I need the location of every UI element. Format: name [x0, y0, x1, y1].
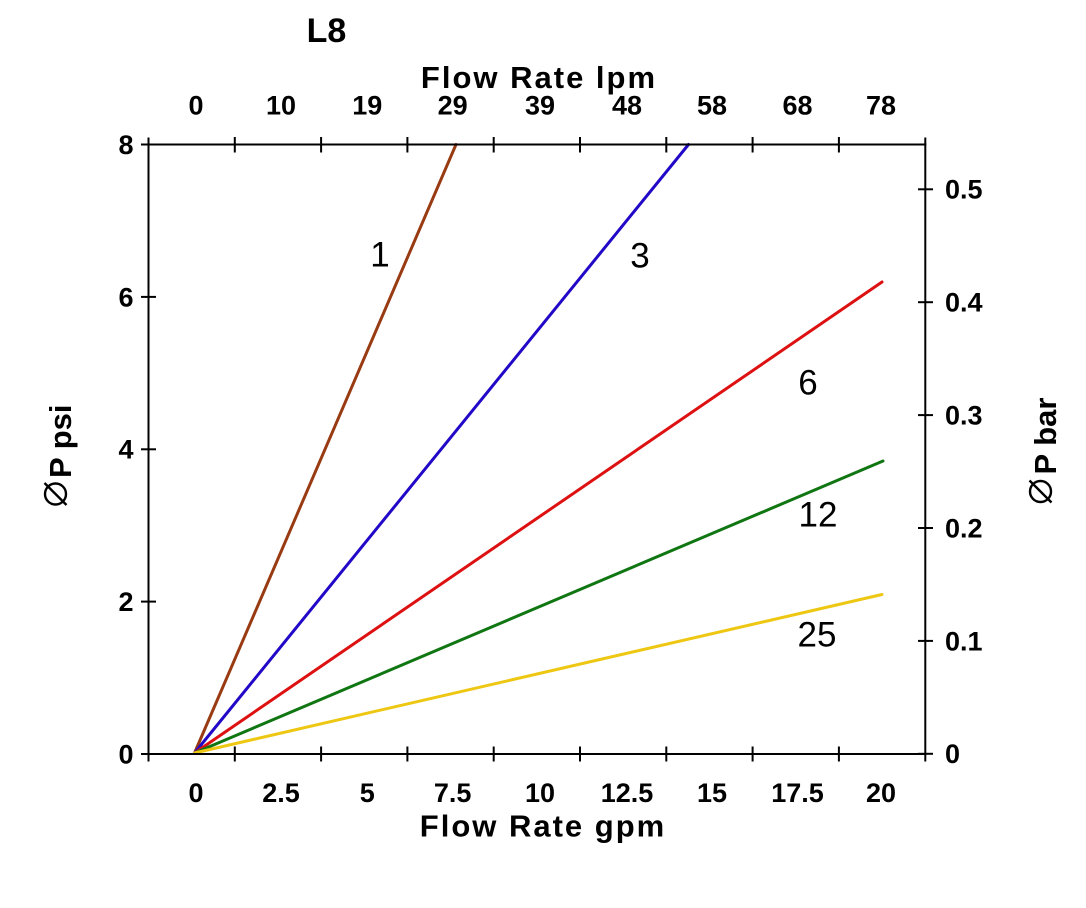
svg-text:3: 3: [630, 237, 649, 276]
svg-text:7.5: 7.5: [434, 778, 472, 808]
svg-text:39: 39: [525, 90, 555, 120]
svg-text:2.5: 2.5: [262, 778, 300, 808]
svg-text:17.5: 17.5: [771, 778, 824, 808]
svg-text:12: 12: [799, 496, 838, 535]
svg-text:29: 29: [438, 90, 468, 120]
svg-text:5: 5: [360, 778, 375, 808]
svg-text:19: 19: [352, 90, 382, 120]
svg-text:12.5: 12.5: [601, 778, 654, 808]
svg-text:0.4: 0.4: [945, 288, 983, 318]
svg-text:Flow Rate gpm: Flow Rate gpm: [420, 808, 666, 843]
svg-text:20: 20: [866, 778, 896, 808]
svg-text:4: 4: [118, 435, 133, 465]
svg-text:6: 6: [118, 282, 133, 312]
svg-text:25: 25: [798, 616, 837, 655]
svg-text:58: 58: [697, 90, 727, 120]
svg-text:P bar: P bar: [1028, 398, 1063, 475]
svg-text:0.2: 0.2: [945, 513, 983, 543]
svg-text:6: 6: [798, 364, 817, 403]
svg-text:1: 1: [370, 236, 389, 275]
svg-text:L8: L8: [307, 12, 347, 50]
svg-text:Flow Rate lpm: Flow Rate lpm: [421, 60, 657, 95]
svg-text:0.3: 0.3: [945, 401, 983, 431]
svg-text:48: 48: [612, 90, 642, 120]
svg-text:0: 0: [188, 90, 203, 120]
svg-text:P psi: P psi: [43, 404, 78, 478]
svg-text:68: 68: [782, 90, 812, 120]
svg-text:8: 8: [118, 130, 133, 160]
svg-text:0.1: 0.1: [945, 626, 983, 656]
svg-text:0: 0: [118, 739, 133, 769]
svg-text:78: 78: [866, 90, 896, 120]
svg-text:2: 2: [118, 587, 133, 617]
svg-text:0.5: 0.5: [945, 175, 983, 205]
svg-text:10: 10: [266, 90, 296, 120]
svg-text:0: 0: [188, 778, 203, 808]
svg-text:0: 0: [945, 739, 960, 769]
svg-text:15: 15: [697, 778, 727, 808]
svg-text:10: 10: [525, 778, 555, 808]
